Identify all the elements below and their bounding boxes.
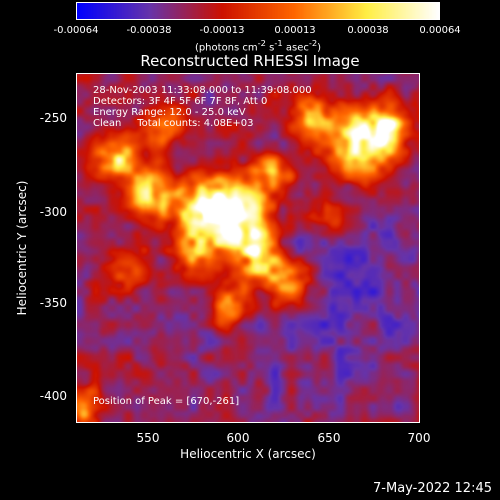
- colorbar-tick: 0.00064: [419, 25, 461, 36]
- y-tick-label: -250: [39, 111, 67, 125]
- x-axis-label: Heliocentric X (arcsec): [180, 447, 316, 461]
- colorbar-tick: 0.00013: [274, 25, 316, 36]
- annotation-energy-range: Energy Range: 12.0 - 25.0 keV: [93, 107, 246, 118]
- colorbar-tick: 0.00038: [347, 25, 389, 36]
- colorbar-units: (photons cm-2 s-1 asec-2): [194, 38, 322, 54]
- y-axis-label: Heliocentric Y (arcsec): [15, 180, 29, 316]
- x-tick-label: 700: [407, 431, 431, 445]
- colorbar-tick: -0.00064: [53, 25, 99, 36]
- colorbar-tick: -0.00013: [199, 25, 245, 36]
- colorbar: [76, 2, 440, 20]
- y-tick-label: -400: [39, 389, 67, 403]
- x-tick-label: 550: [136, 431, 160, 445]
- plot-area: 28-Nov-2003 11:33:08.000 to 11:39:08.000…: [76, 73, 420, 423]
- annotation-peak-position: Position of Peak = [670,-261]: [93, 396, 240, 407]
- colorbar-tick: -0.00038: [126, 25, 172, 36]
- x-tick-label: 600: [226, 431, 250, 445]
- x-tick-label: 650: [317, 431, 341, 445]
- annotation-detectors: Detectors: 3F 4F 5F 6F 7F 8F, Att 0: [93, 96, 268, 107]
- y-tick-label: -350: [39, 296, 67, 310]
- heatmap-image: [77, 74, 419, 422]
- annotation-total-counts: Clean Total counts: 4.08E+03: [93, 118, 254, 129]
- y-tick-label: -300: [39, 205, 67, 219]
- annotation-time-range: 28-Nov-2003 11:33:08.000 to 11:39:08.000: [93, 85, 312, 96]
- timestamp: 7-May-2022 12:45: [373, 481, 492, 496]
- chart-title: Reconstructed RHESSI Image: [140, 52, 360, 70]
